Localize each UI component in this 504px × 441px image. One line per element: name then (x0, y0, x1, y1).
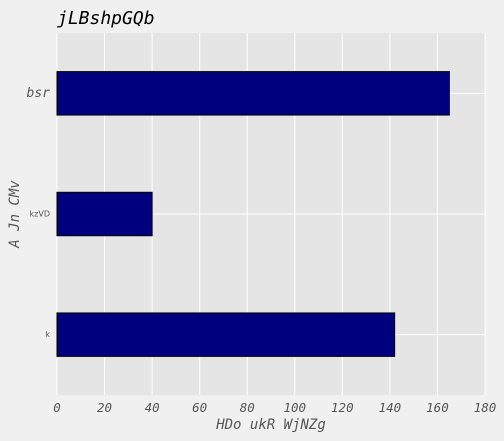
bar-kzVD (56, 191, 153, 237)
x-tick-label-9: 180 (474, 400, 497, 415)
bar-k (56, 312, 396, 357)
x-tick-labels: 0 20 40 60 80 100 120 140 160 180 (53, 400, 496, 415)
y-tick-label-kzVD: kzVD (30, 210, 50, 219)
bar-bsr (56, 71, 450, 116)
y-axis-label: A Jn CMv (7, 180, 23, 249)
x-tick-label-7: 140 (379, 400, 402, 415)
chart-title: jLBshpGQb (57, 8, 155, 29)
x-tick-label-2: 40 (145, 400, 160, 415)
x-tick-label-1: 20 (97, 400, 112, 415)
x-tick-label-5: 100 (283, 400, 306, 415)
bars (56, 71, 450, 357)
y-tick-label-k: k (45, 330, 50, 339)
x-tick-label-3: 60 (192, 400, 207, 415)
x-tick-label-0: 0 (53, 400, 61, 415)
x-axis-label: HDo ukR WjNZg (215, 417, 326, 433)
x-tick-label-6: 120 (331, 400, 354, 415)
y-tick-label-bsr: bsr (27, 86, 51, 101)
y-tick-labels: k kzVD bsr (27, 86, 51, 339)
x-tick-label-4: 80 (240, 400, 255, 415)
x-tick-label-8: 160 (426, 400, 449, 415)
